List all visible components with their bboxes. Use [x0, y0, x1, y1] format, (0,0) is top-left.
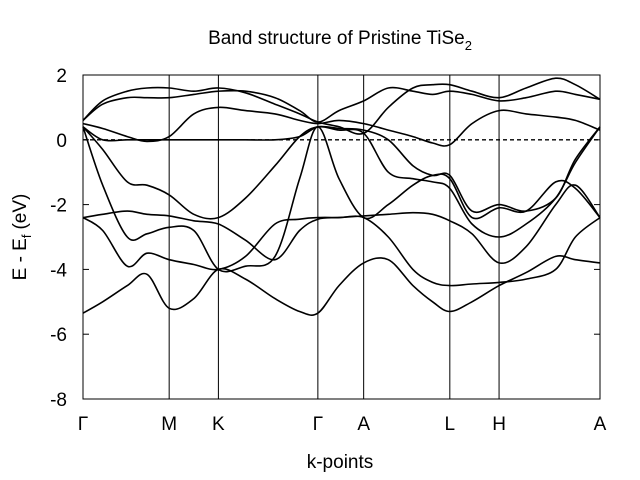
- x-tick-label: Γ: [78, 414, 88, 435]
- band-curves: [82, 77, 601, 316]
- chart-title: Band structure of Pristine TiSe2: [208, 28, 472, 53]
- y-tick-label: -6: [50, 325, 67, 346]
- band-line-1: [82, 255, 601, 316]
- band-line-4: [82, 126, 601, 273]
- y-tick-label: 0: [56, 131, 67, 152]
- x-tick-label: K: [212, 414, 225, 435]
- band-line-3: [82, 184, 601, 265]
- y-tick-label: 2: [56, 66, 67, 87]
- band-line-9: [82, 77, 601, 135]
- x-tick-label: A: [594, 414, 607, 435]
- x-tick-label: L: [445, 414, 456, 435]
- x-axis-title: k-points: [307, 452, 374, 473]
- chart-title-subscript: 2: [465, 38, 472, 53]
- band-line-7: [82, 106, 601, 147]
- y-tick-labels: 2 0 -2 -4 -6 -8: [50, 66, 600, 411]
- y-axis-title-text: E - E: [10, 238, 31, 280]
- x-tick-label: A: [357, 414, 370, 435]
- y-tick-label: -8: [50, 390, 67, 411]
- x-tick-label: M: [161, 414, 177, 435]
- x-tick-label: Γ: [313, 414, 323, 435]
- y-axis-title-unit: (eV): [10, 194, 31, 230]
- band-line-5: [82, 125, 601, 238]
- band-line-8: [82, 86, 601, 123]
- y-tick-label: -4: [50, 260, 67, 281]
- x-tick-label: H: [492, 414, 506, 435]
- y-axis-title-subscript: f: [19, 234, 34, 238]
- plot-area: [82, 74, 601, 400]
- y-axis-title: E - Ef (eV): [10, 194, 34, 281]
- y-tick-label: -2: [50, 196, 67, 217]
- plot-border: [82, 74, 601, 400]
- chart-title-text: Band structure of Pristine TiSe: [208, 28, 465, 49]
